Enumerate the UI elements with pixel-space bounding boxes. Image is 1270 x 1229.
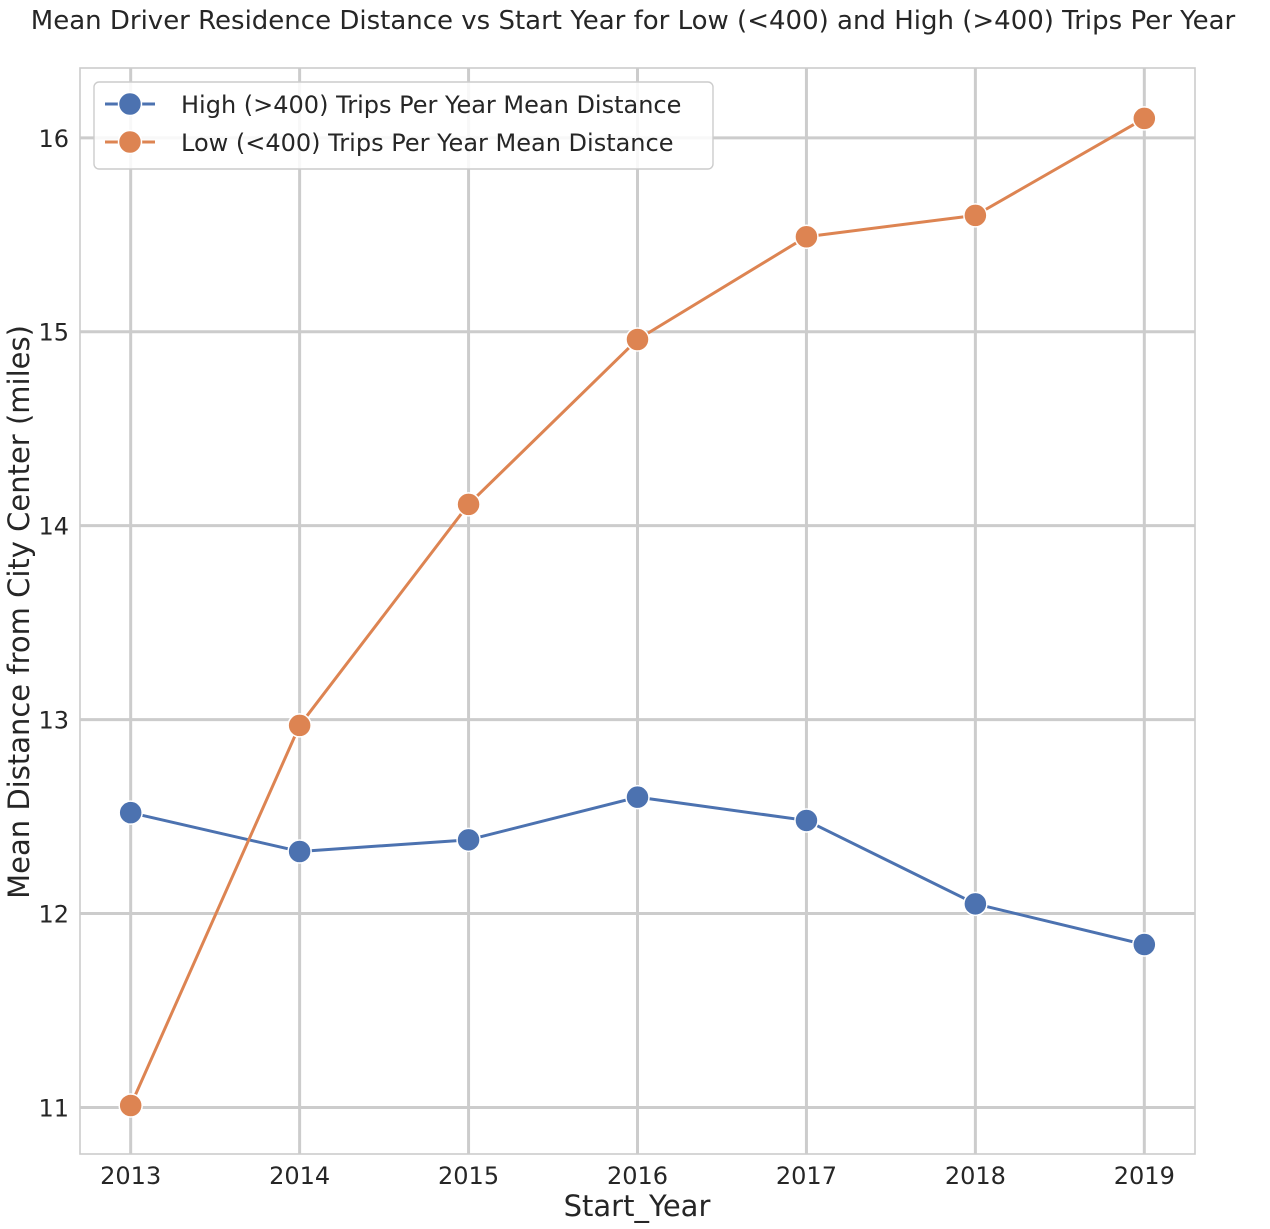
y-tick-label: 11 — [38, 1094, 69, 1122]
y-tick-label: 15 — [38, 319, 69, 347]
data-point — [794, 808, 819, 833]
x-tick-label: 2018 — [945, 1162, 1006, 1190]
x-tick-label: 2013 — [100, 1162, 161, 1190]
grid-lines — [80, 68, 1195, 1154]
y-tick-label: 16 — [38, 125, 69, 153]
data-point — [1132, 932, 1157, 957]
legend-marker — [117, 129, 143, 155]
data-point — [625, 784, 650, 810]
x-tick-label: 2014 — [269, 1162, 330, 1190]
legend-label: High (>400) Trips Per Year Mean Distance — [181, 91, 681, 119]
series-layer — [118, 106, 1157, 1118]
x-axis-label: Start_Year — [564, 1189, 711, 1223]
y-tick-label: 14 — [38, 513, 69, 541]
y-tick-label: 12 — [38, 901, 69, 929]
y-tick-label: 13 — [38, 707, 69, 735]
data-point — [118, 1093, 143, 1118]
x-tick-label: 2017 — [776, 1162, 837, 1190]
x-tick-label: 2015 — [438, 1162, 499, 1190]
legend-marker — [117, 91, 143, 117]
plot-area-frame — [79, 67, 1196, 1155]
legend-box — [93, 81, 714, 170]
legend: High (>400) Trips Per Year Mean Distance… — [93, 81, 714, 170]
data-point — [287, 713, 312, 738]
data-point — [625, 327, 650, 352]
data-point — [456, 492, 481, 517]
data-point — [963, 891, 988, 917]
data-point — [456, 827, 481, 853]
data-point — [794, 224, 819, 249]
data-point — [118, 800, 143, 825]
x-tick-label: 2016 — [607, 1162, 668, 1190]
data-point — [963, 203, 988, 228]
chart-title: Mean Driver Residence Distance vs Start … — [31, 6, 1236, 36]
data-point — [287, 839, 312, 864]
x-tick-label: 2019 — [1114, 1162, 1175, 1190]
data-point — [1132, 106, 1157, 131]
legend-label: Low (<400) Trips Per Year Mean Distance — [181, 129, 673, 157]
tick-labels: 2013 2014 2015 2016 2017 2018 2019 11 12 13 14 15 16 — [38, 125, 1174, 1190]
y-axis-label: Mean Distance from City Center (miles) — [2, 325, 36, 899]
